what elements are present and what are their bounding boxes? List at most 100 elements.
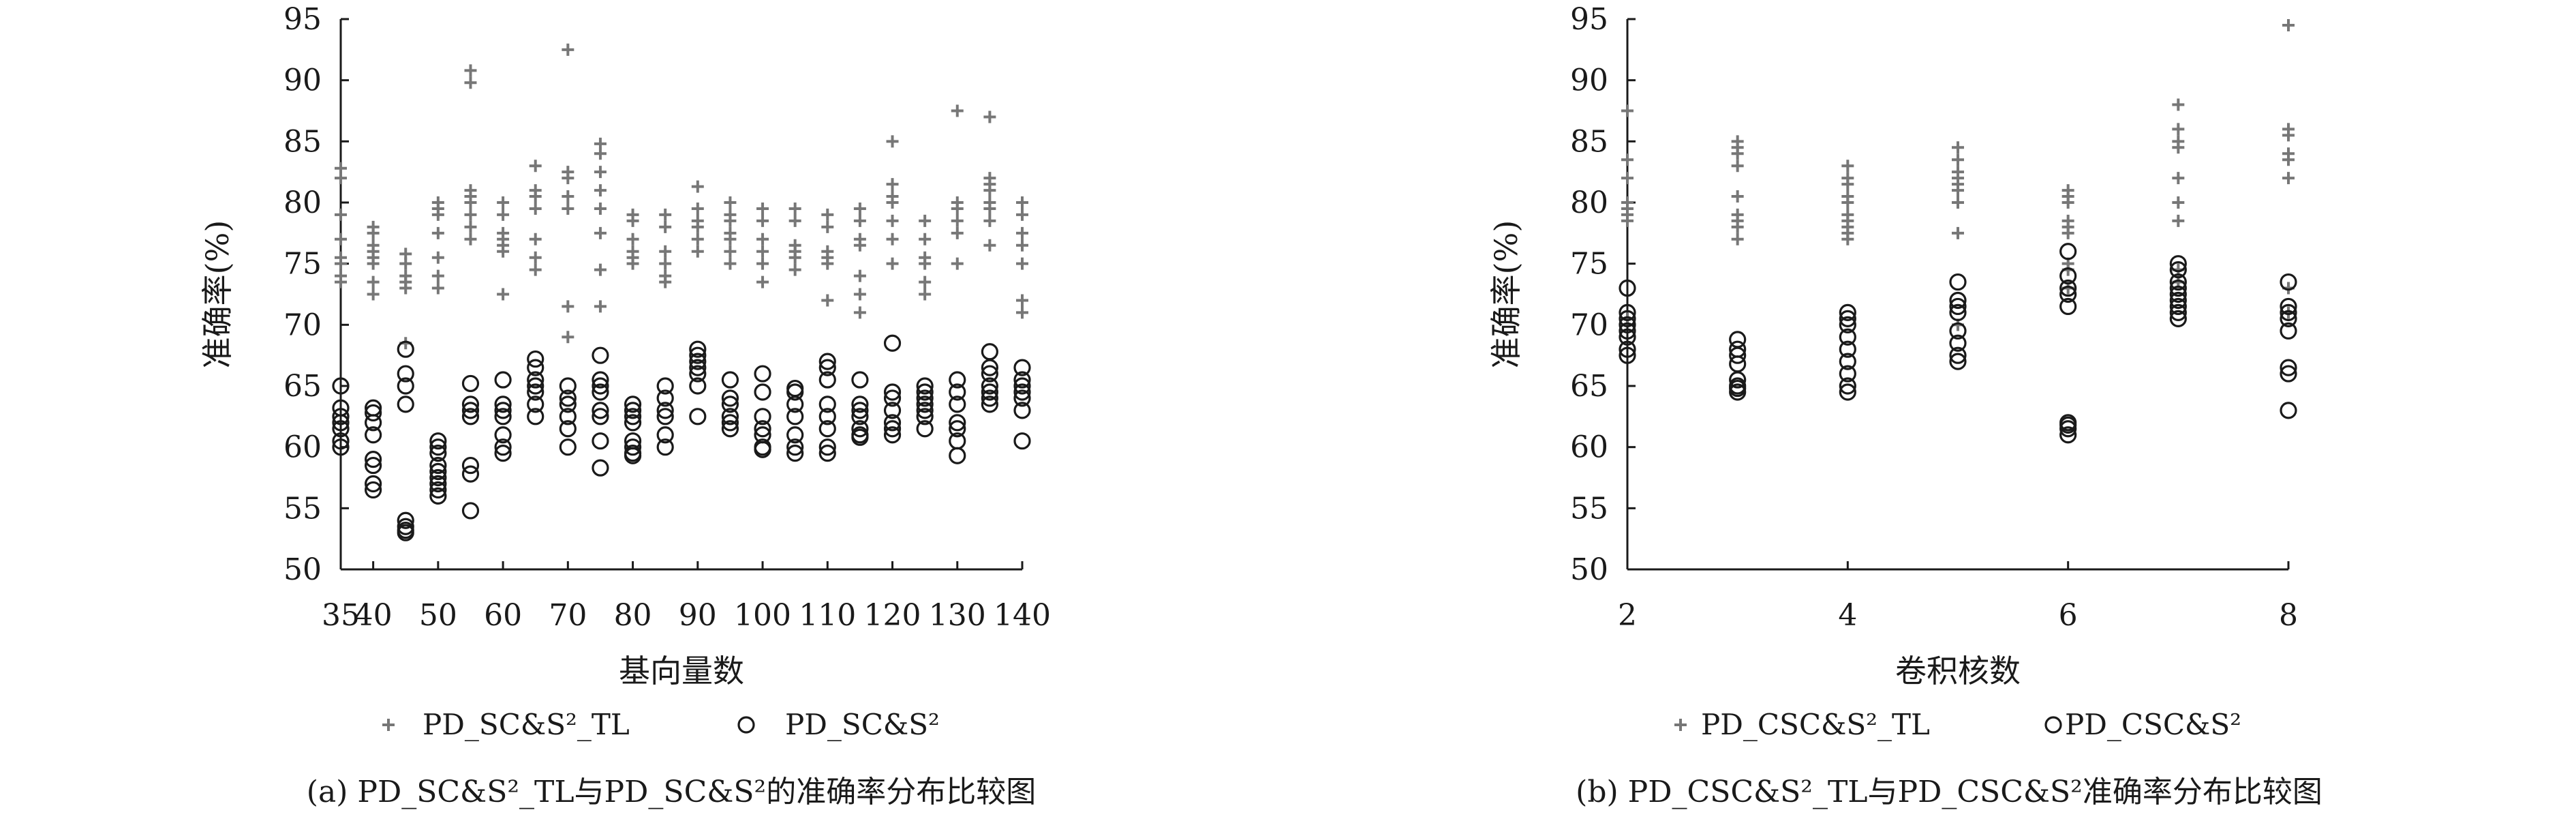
data-point-plus bbox=[821, 257, 834, 270]
chart-b: 50 55 60 65 70 75 80 85 90 95 2 4 6 8 准确率(%) 卷积核数 PD_CSC… bbox=[1488, 2, 2322, 809]
data-point-circle bbox=[397, 524, 414, 541]
data-point-plus bbox=[562, 43, 574, 56]
data-point-plus bbox=[2282, 18, 2295, 31]
data-point-circle bbox=[883, 426, 902, 444]
data-point-circle bbox=[754, 441, 771, 458]
data-point-circle bbox=[1839, 365, 1856, 383]
data-point-circle bbox=[592, 408, 609, 426]
data-point-circle bbox=[1949, 346, 1967, 364]
data-point-circle bbox=[365, 404, 382, 422]
data-point-plus bbox=[756, 275, 769, 288]
data-point-circle bbox=[1949, 273, 1967, 291]
data-point-circle bbox=[494, 438, 512, 456]
data-point-circle bbox=[332, 420, 350, 438]
data-point-plus bbox=[788, 202, 801, 215]
legend-label: PD_CSC&S² bbox=[2065, 708, 2241, 741]
data-point-circle bbox=[624, 402, 642, 419]
data-point-circle bbox=[527, 377, 545, 395]
data-point-plus bbox=[335, 172, 347, 185]
data-point-plus bbox=[821, 208, 834, 221]
data-point-plus bbox=[1841, 160, 1854, 173]
data-point-circle bbox=[818, 359, 836, 376]
data-point-circle bbox=[1619, 346, 1636, 364]
data-point-plus bbox=[626, 257, 639, 270]
data-point-circle bbox=[429, 468, 447, 487]
data-point-plus bbox=[497, 196, 510, 209]
data-point-circle bbox=[461, 374, 480, 393]
data-point-plus bbox=[367, 275, 380, 288]
data-point-circle bbox=[949, 447, 966, 464]
data-point-circle bbox=[981, 389, 998, 407]
data-point-circle bbox=[592, 432, 609, 450]
data-point-circle bbox=[949, 414, 966, 432]
data-point-plus bbox=[2172, 123, 2185, 136]
y-tick-label: 90 bbox=[1570, 63, 1608, 98]
x-tick-label: 40 bbox=[354, 598, 393, 633]
data-point-plus bbox=[724, 245, 737, 258]
data-point-circle bbox=[2169, 279, 2187, 297]
data-point-circle bbox=[786, 379, 804, 398]
data-point-circle bbox=[1619, 279, 1636, 297]
data-point-circle bbox=[494, 426, 512, 444]
data-point-plus bbox=[594, 202, 607, 215]
data-point-circle bbox=[461, 465, 480, 483]
data-point-circle bbox=[1619, 310, 1636, 327]
data-point-plus bbox=[724, 196, 737, 209]
data-point-circle bbox=[1013, 371, 1031, 389]
data-point-plus bbox=[464, 64, 477, 77]
data-point-circle bbox=[981, 359, 998, 376]
data-point-plus bbox=[529, 202, 542, 215]
y-tick-label: 95 bbox=[1570, 2, 1608, 37]
data-point-plus bbox=[691, 202, 704, 215]
data-point-plus bbox=[886, 214, 899, 227]
data-point-plus bbox=[497, 288, 510, 301]
data-point-plus bbox=[983, 214, 996, 227]
data-point-circle bbox=[1949, 322, 1967, 340]
data-point-circle bbox=[1729, 383, 1747, 401]
data-point-plus bbox=[1952, 184, 1964, 197]
data-point-plus bbox=[594, 166, 607, 179]
data-point-plus bbox=[335, 275, 347, 288]
y-tick-label: 65 bbox=[283, 369, 322, 404]
data-point-circle bbox=[786, 383, 804, 401]
data-point-circle bbox=[1013, 389, 1031, 407]
data-point-circle bbox=[429, 487, 447, 505]
data-point-circle bbox=[916, 389, 934, 407]
data-point-circle bbox=[916, 402, 934, 419]
data-point-plus bbox=[2172, 214, 2185, 227]
data-point-circle bbox=[818, 438, 836, 456]
figure-caption: (a) PD_SC&S²_TL与PD_SC&S²的准确率分布比较图 bbox=[307, 775, 1036, 809]
data-point-plus bbox=[919, 214, 932, 227]
x-tick-label: 2 bbox=[1618, 598, 1637, 633]
data-point-plus bbox=[431, 208, 444, 221]
data-point-plus bbox=[431, 251, 444, 264]
data-point-circle bbox=[656, 389, 674, 407]
data-point-plus bbox=[821, 294, 834, 307]
data-point-circle bbox=[1949, 334, 1967, 352]
data-point-circle bbox=[851, 420, 869, 438]
data-point-circle bbox=[981, 377, 998, 395]
data-point-plus bbox=[756, 233, 769, 245]
y-tick-label: 85 bbox=[1570, 124, 1608, 159]
data-point-plus bbox=[951, 104, 964, 117]
data-point-plus bbox=[1016, 306, 1028, 319]
data-point-plus bbox=[853, 306, 866, 319]
data-point-circle bbox=[1839, 310, 1856, 327]
data-point-circle bbox=[624, 447, 642, 464]
data-point-circle bbox=[624, 408, 642, 426]
series-1 bbox=[1621, 18, 2295, 331]
data-point-circle bbox=[2280, 310, 2297, 327]
data-point-circle bbox=[916, 395, 934, 413]
data-point-circle bbox=[883, 414, 902, 432]
data-point-plus bbox=[919, 233, 932, 245]
data-point-circle bbox=[1619, 303, 1636, 321]
data-point-plus bbox=[1952, 141, 1964, 154]
data-point-circle bbox=[1949, 291, 1967, 310]
figure-caption: (b) PD_CSC&S²_TL与PD_CSC&S²准确率分布比较图 bbox=[1576, 775, 2322, 809]
legend-label: PD_CSC&S²_TL bbox=[1701, 708, 1930, 741]
data-point-plus bbox=[1731, 160, 1744, 173]
data-point-circle bbox=[2059, 420, 2077, 438]
data-point-plus bbox=[497, 208, 510, 221]
y-tick-label: 50 bbox=[1570, 552, 1608, 587]
